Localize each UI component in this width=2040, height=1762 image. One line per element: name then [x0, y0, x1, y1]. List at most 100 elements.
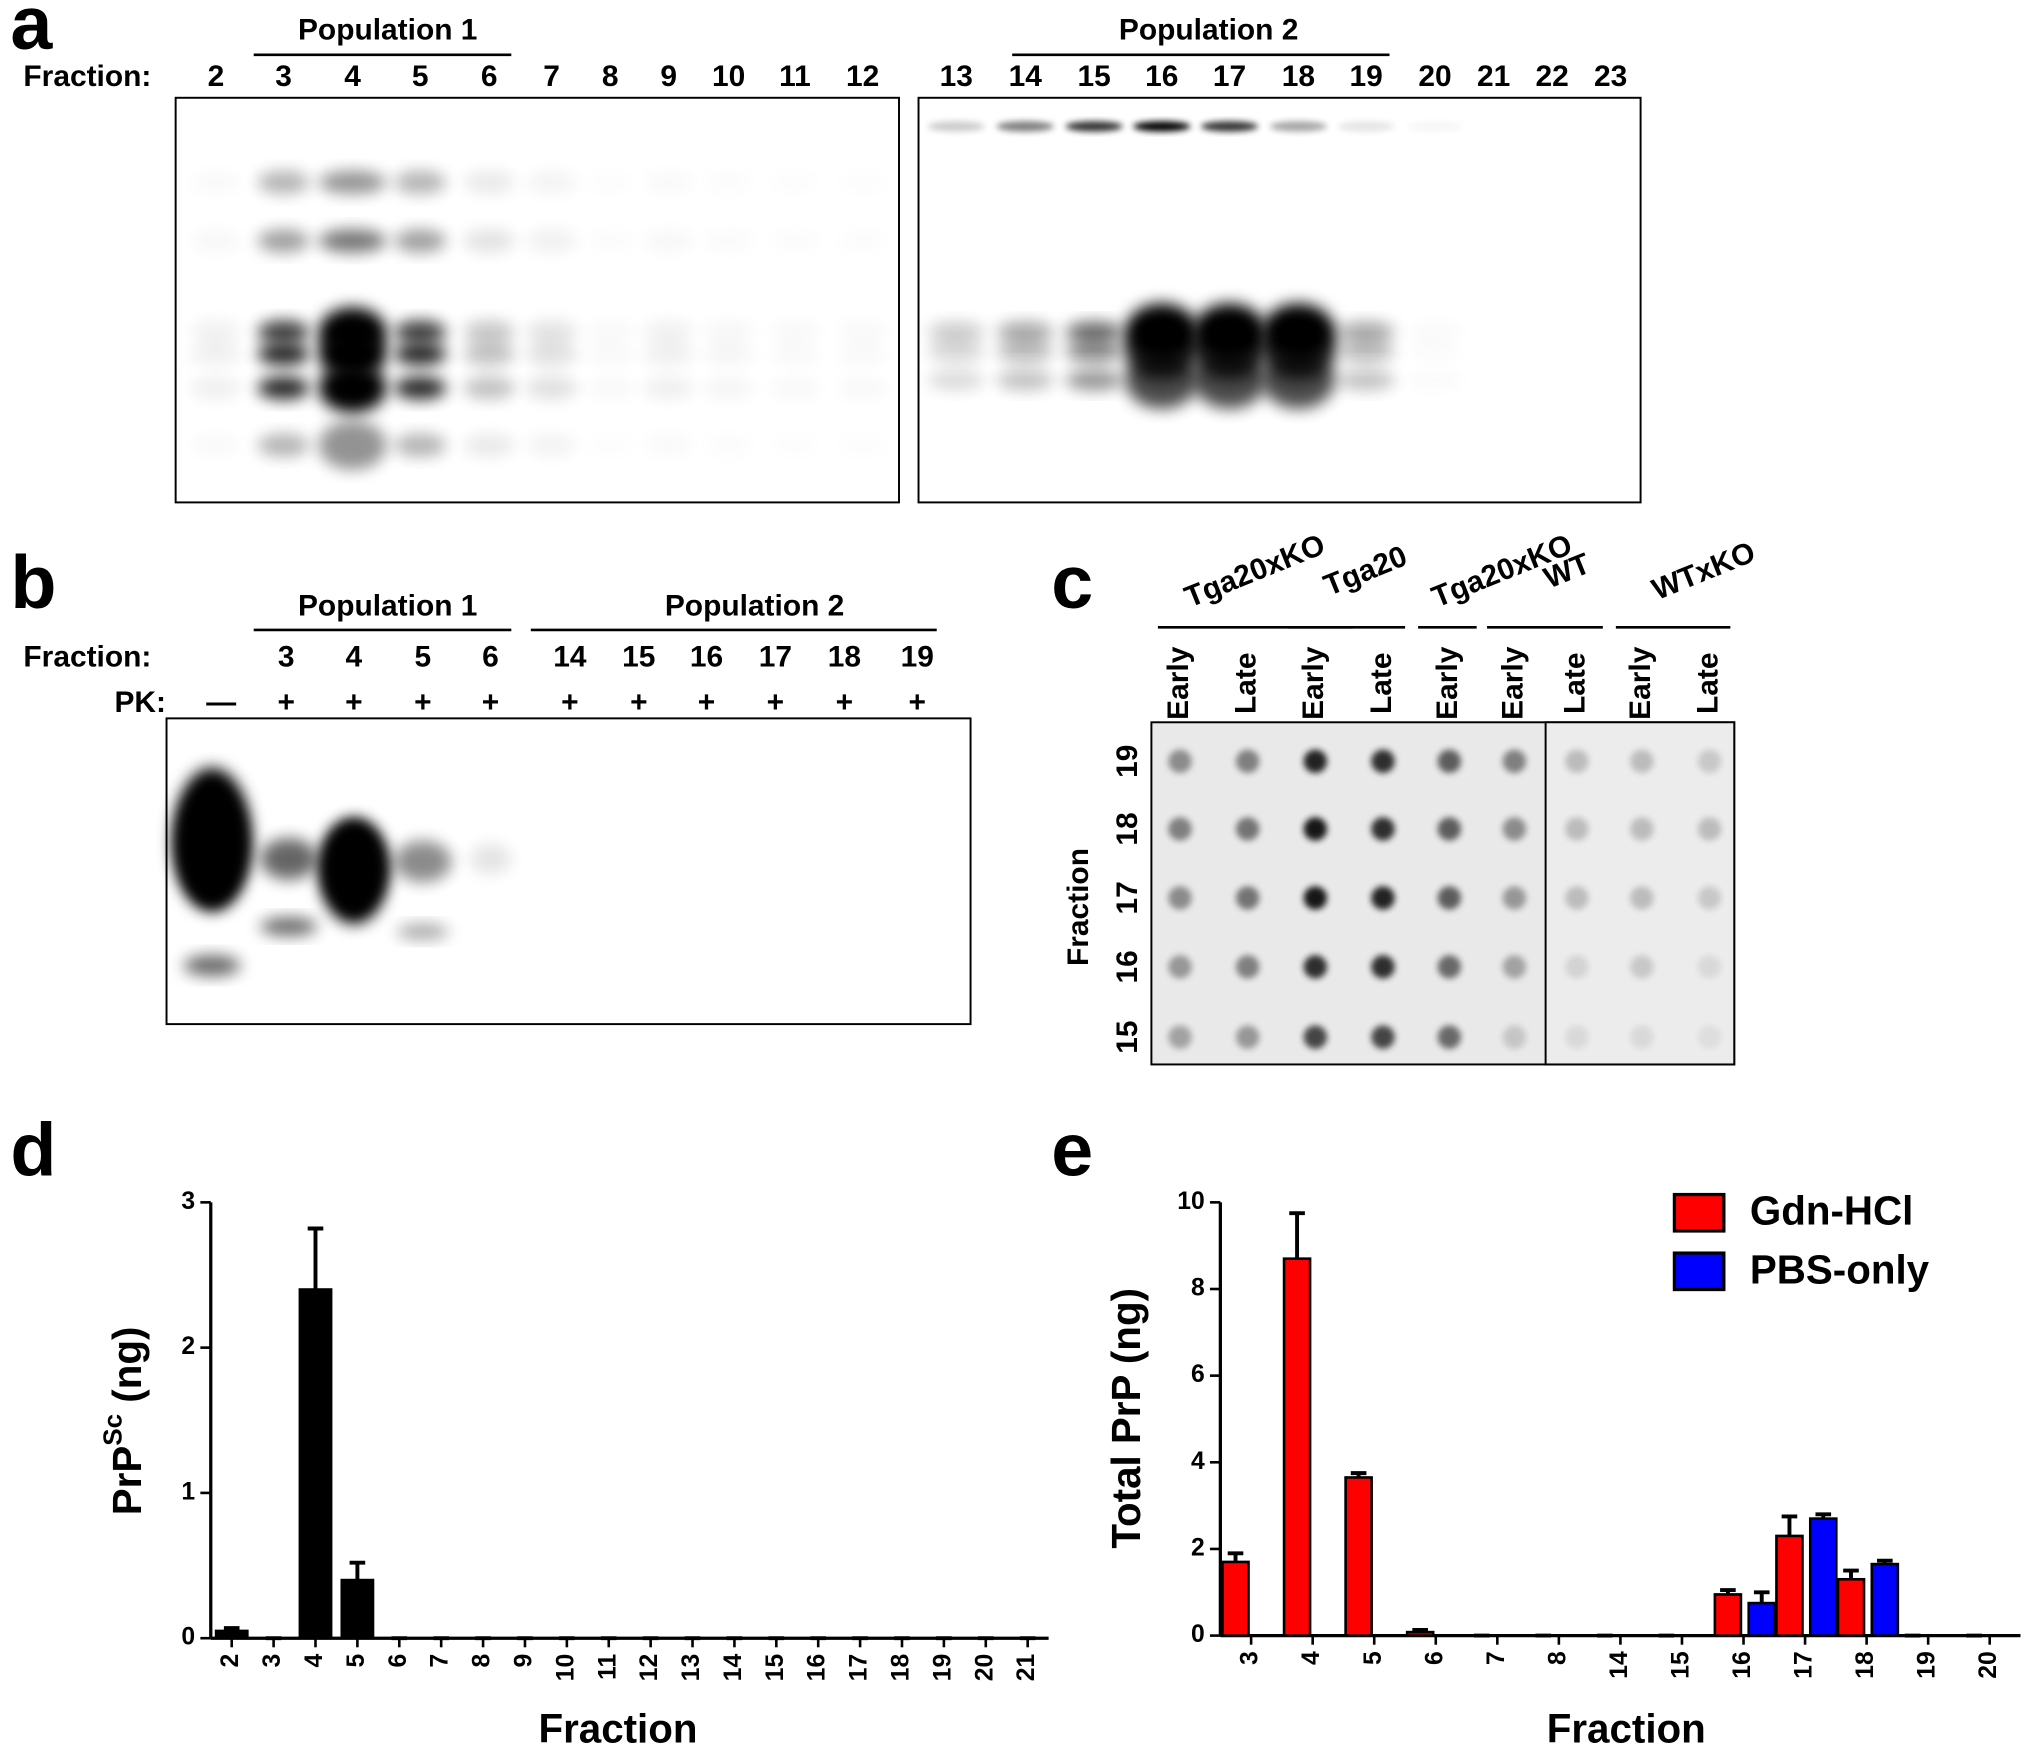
blot-band	[183, 955, 241, 976]
dot	[1565, 955, 1589, 979]
x-tick-label: 12	[636, 1654, 663, 1681]
x-tick-label: 5	[343, 1654, 370, 1668]
blot-band	[1406, 341, 1463, 362]
blot-band	[322, 821, 386, 910]
error-bar	[1350, 1471, 1367, 1478]
blot-band	[190, 171, 242, 194]
x-tick-label: 8	[469, 1654, 496, 1668]
bar	[1405, 1630, 1435, 1637]
error-bar	[349, 1560, 366, 1581]
lane-label: Late	[1691, 652, 1724, 714]
blot-band	[643, 171, 695, 194]
x-tick-label: 19	[1914, 1651, 1941, 1678]
error-bar	[1753, 1590, 1770, 1604]
blot-band	[318, 363, 387, 413]
group-label: Tga20	[1319, 540, 1412, 603]
x-tick-label: 21	[1013, 1654, 1040, 1682]
pk-mark: +	[836, 686, 853, 719]
error-bar	[1289, 1211, 1305, 1259]
blot-band	[996, 321, 1054, 343]
x-tick-label: 7	[427, 1654, 454, 1668]
blot-band	[525, 433, 578, 457]
bar	[1808, 1517, 1838, 1637]
x-tick-label: 2	[217, 1654, 244, 1668]
error-bar	[1781, 1514, 1798, 1536]
dot	[1235, 817, 1260, 841]
x-tick-label: 16	[804, 1654, 831, 1681]
pk-mark: +	[767, 686, 784, 719]
pk-mark: +	[908, 686, 925, 719]
y-tick-label: 4	[1191, 1448, 1205, 1475]
lane-label: 13	[940, 60, 973, 93]
blot-band	[525, 376, 578, 400]
lane-label: 19	[901, 640, 934, 673]
blot-band	[837, 229, 889, 252]
pk-mark: +	[414, 686, 431, 719]
legend-label: PBS-only	[1750, 1246, 1930, 1292]
blot-band	[257, 342, 310, 366]
blot-band	[525, 342, 578, 366]
lane-label: 12	[846, 60, 879, 93]
blot-band	[1337, 341, 1395, 362]
lane-label: 4	[346, 640, 363, 673]
blot-band	[996, 369, 1054, 391]
blot-band	[996, 341, 1054, 362]
y-axis-label: Total PrP (ng)	[1103, 1288, 1149, 1549]
dot	[1565, 1025, 1589, 1049]
blot-frame	[917, 96, 1642, 504]
dot	[1565, 749, 1589, 774]
x-tick-label: 6	[385, 1654, 412, 1668]
x-tick-label: 15	[762, 1654, 789, 1682]
x-axis-label: Fraction	[1547, 1706, 1706, 1752]
blot-band	[837, 320, 889, 343]
lane-label: Late	[1230, 652, 1263, 714]
blot-band	[1337, 369, 1395, 391]
lane-label: 18	[828, 640, 861, 673]
dot	[1697, 817, 1722, 841]
blot-band	[642, 376, 695, 400]
error-bar	[1227, 1551, 1244, 1562]
bar	[340, 1578, 375, 1640]
x-tick-label: 5	[1360, 1651, 1387, 1665]
y-tick-label: 0	[1191, 1621, 1205, 1648]
blot-band	[584, 376, 636, 399]
bar	[1870, 1562, 1900, 1637]
lane-label: 21	[1477, 60, 1510, 93]
blot-band	[769, 433, 821, 456]
dot	[1502, 886, 1527, 910]
blot-band	[927, 121, 985, 132]
x-tick-label: 14	[1606, 1651, 1633, 1679]
lane-label: 18	[1282, 60, 1315, 93]
blot-band	[837, 171, 889, 194]
blot-band	[1337, 121, 1395, 132]
blot-band	[1406, 322, 1463, 343]
bar	[1282, 1257, 1312, 1637]
dot	[1371, 955, 1395, 979]
blot-band	[1337, 321, 1395, 343]
panel-label: c	[1051, 540, 1093, 624]
dot	[1437, 749, 1462, 774]
lane-label: Late	[1559, 652, 1592, 714]
panel-c: c Fraction	[1051, 540, 1095, 966]
lane-label: 4	[344, 60, 361, 93]
blot-band	[643, 433, 695, 456]
blot-band	[260, 917, 318, 936]
panel-label: a	[10, 0, 53, 65]
blot-band	[703, 342, 755, 365]
lane-label: 7	[543, 60, 560, 93]
x-tick-label: 19	[929, 1654, 956, 1681]
lane-label: 16	[1145, 60, 1178, 93]
blot-images	[165, 96, 1736, 1066]
blot-band	[257, 320, 310, 344]
dot	[1630, 886, 1654, 910]
pk-mark: +	[698, 686, 715, 719]
error-bar	[307, 1226, 324, 1290]
blot-band	[394, 840, 452, 883]
lane-label: 15	[1078, 60, 1111, 93]
dot	[1437, 817, 1462, 841]
blot-band	[584, 229, 636, 252]
dot	[1630, 1025, 1654, 1049]
dot	[1697, 886, 1722, 910]
pk-mark: +	[630, 686, 647, 719]
x-tick-label: 17	[1791, 1651, 1818, 1678]
